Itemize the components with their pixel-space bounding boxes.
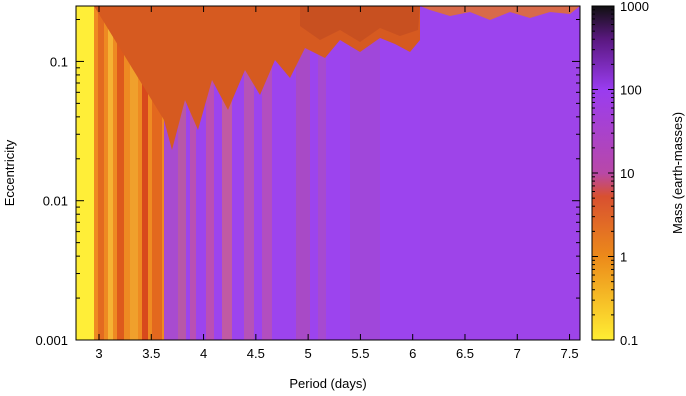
colorbar-title: Mass (earth-masses) [670, 112, 685, 234]
y-axis-title: Eccentricity [2, 139, 17, 206]
y-tick-label: 0.01 [43, 194, 68, 209]
x-tick-label: 7.5 [561, 346, 579, 361]
y-axis: 0.001 0.01 0.1 [35, 18, 580, 348]
colorbar-ticks: 0.1 1 10 100 1000 [592, 0, 649, 348]
colorbar-tick-label: 1 [620, 250, 627, 265]
x-axis: 3 3.5 4 4.5 5 5.5 6 6.5 7 7.5 [95, 6, 579, 361]
colorbar-tick-label: 100 [620, 83, 642, 98]
x-tick-label: 5.5 [351, 346, 369, 361]
x-tick-label: 6 [409, 346, 416, 361]
y-tick-label: 0.001 [35, 333, 68, 348]
colorbar-tick-label: 0.1 [620, 333, 638, 348]
x-tick-label: 6.5 [456, 346, 474, 361]
x-tick-label: 7 [514, 346, 521, 361]
heatmap-cells [76, 6, 580, 340]
x-tick-label: 3.5 [142, 346, 160, 361]
colorbar-tick-label: 1000 [620, 0, 649, 14]
x-tick-label: 5 [305, 346, 312, 361]
x-tick-label: 3 [95, 346, 102, 361]
colorbar-tick-label: 10 [620, 166, 634, 181]
y-tick-label: 0.1 [50, 54, 68, 69]
x-axis-title: Period (days) [289, 376, 366, 391]
x-tick-label: 4.5 [247, 346, 265, 361]
plot-frame [75, 5, 581, 341]
x-tick-label: 4 [200, 346, 207, 361]
